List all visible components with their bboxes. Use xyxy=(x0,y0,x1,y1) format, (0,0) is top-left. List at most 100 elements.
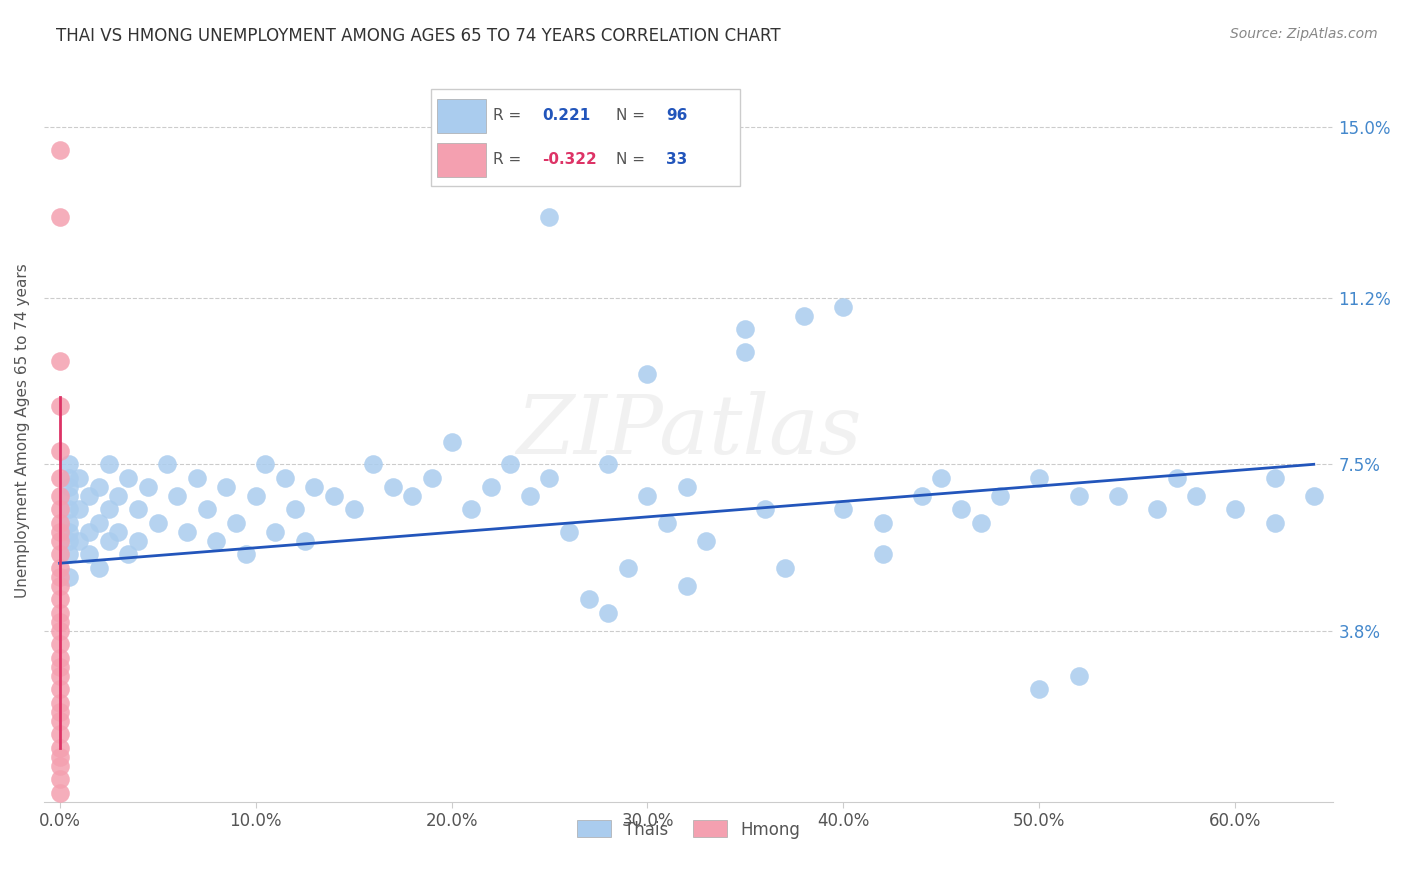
Point xyxy=(245,489,267,503)
Point xyxy=(58,547,80,561)
Point xyxy=(361,458,384,472)
Point xyxy=(274,471,297,485)
Point xyxy=(87,560,110,574)
Point xyxy=(58,489,80,503)
Point xyxy=(48,659,70,673)
Point xyxy=(117,471,139,485)
Point xyxy=(225,516,247,530)
Point xyxy=(950,502,973,516)
Point xyxy=(969,516,991,530)
Point xyxy=(440,434,463,449)
Point xyxy=(48,606,70,620)
Point xyxy=(1028,682,1050,697)
Point xyxy=(695,533,717,548)
Point xyxy=(1302,489,1324,503)
Point xyxy=(254,458,277,472)
Point xyxy=(48,727,70,741)
Point xyxy=(48,502,70,516)
Point xyxy=(460,502,482,516)
Point xyxy=(401,489,423,503)
Point xyxy=(48,740,70,755)
Point xyxy=(988,489,1011,503)
Point xyxy=(773,560,796,574)
Point xyxy=(793,309,815,323)
Point xyxy=(58,533,80,548)
Point xyxy=(48,489,70,503)
Point xyxy=(107,489,129,503)
Point xyxy=(77,489,100,503)
Point xyxy=(637,489,659,503)
Point xyxy=(48,570,70,584)
Point xyxy=(734,322,756,336)
Text: THAI VS HMONG UNEMPLOYMENT AMONG AGES 65 TO 74 YEARS CORRELATION CHART: THAI VS HMONG UNEMPLOYMENT AMONG AGES 65… xyxy=(56,27,780,45)
Point xyxy=(342,502,364,516)
Point xyxy=(832,502,855,516)
Point xyxy=(1264,471,1286,485)
Point xyxy=(97,502,120,516)
Point xyxy=(58,570,80,584)
Point xyxy=(67,471,90,485)
Point xyxy=(77,547,100,561)
Point xyxy=(1067,489,1090,503)
Point xyxy=(215,480,238,494)
Point xyxy=(675,579,697,593)
Point xyxy=(499,458,522,472)
Y-axis label: Unemployment Among Ages 65 to 74 years: Unemployment Among Ages 65 to 74 years xyxy=(15,263,30,598)
Point xyxy=(911,489,934,503)
Point xyxy=(1107,489,1129,503)
Point xyxy=(48,471,70,485)
Point xyxy=(48,624,70,638)
Point xyxy=(77,524,100,539)
Point xyxy=(87,516,110,530)
Point xyxy=(48,615,70,629)
Point xyxy=(48,524,70,539)
Point xyxy=(67,502,90,516)
Point xyxy=(107,524,129,539)
Point xyxy=(87,480,110,494)
Point xyxy=(195,502,218,516)
Point xyxy=(1146,502,1168,516)
Point xyxy=(58,458,80,472)
Point xyxy=(48,560,70,574)
Point xyxy=(48,143,70,157)
Point xyxy=(538,210,561,224)
Point xyxy=(48,443,70,458)
Point xyxy=(48,592,70,607)
Point xyxy=(1225,502,1247,516)
Point xyxy=(519,489,541,503)
Point xyxy=(97,458,120,472)
Point xyxy=(186,471,208,485)
Point xyxy=(156,458,179,472)
Point xyxy=(832,300,855,314)
Point xyxy=(97,533,120,548)
Point xyxy=(48,354,70,368)
Point xyxy=(48,516,70,530)
Point xyxy=(323,489,346,503)
Point xyxy=(675,480,697,494)
Point xyxy=(48,772,70,786)
Point xyxy=(48,696,70,710)
Point xyxy=(294,533,316,548)
Point xyxy=(637,368,659,382)
Point xyxy=(304,480,326,494)
Point xyxy=(235,547,257,561)
Point xyxy=(931,471,953,485)
Text: ZIPatlas: ZIPatlas xyxy=(516,391,862,471)
Point xyxy=(655,516,678,530)
Point xyxy=(872,547,894,561)
Point xyxy=(48,749,70,764)
Point xyxy=(264,524,287,539)
Point xyxy=(58,471,80,485)
Point xyxy=(48,579,70,593)
Point xyxy=(1028,471,1050,485)
Point xyxy=(127,533,149,548)
Point xyxy=(48,668,70,682)
Point xyxy=(1264,516,1286,530)
Point xyxy=(538,471,561,485)
Legend: Thais, Hmong: Thais, Hmong xyxy=(571,814,807,846)
Point xyxy=(872,516,894,530)
Point xyxy=(578,592,600,607)
Point xyxy=(48,637,70,651)
Point xyxy=(734,344,756,359)
Point xyxy=(284,502,307,516)
